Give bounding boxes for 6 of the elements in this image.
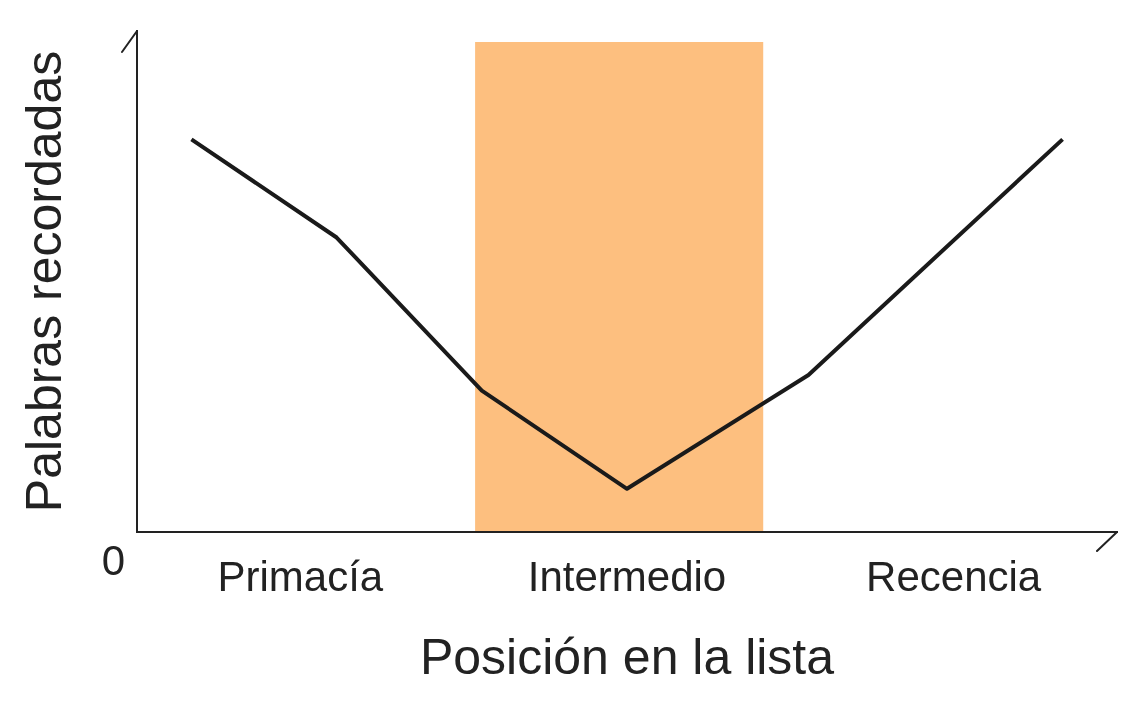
y-axis-title: Palabras recordadas [15, 50, 72, 513]
x-tick-label: Intermedio [527, 552, 727, 600]
x-axis-title: Posición en la lista [419, 628, 835, 685]
x-tick-label: Primacía [217, 552, 384, 600]
text: 0 [101, 536, 125, 584]
x-tick-label: Recencia [866, 552, 1042, 600]
